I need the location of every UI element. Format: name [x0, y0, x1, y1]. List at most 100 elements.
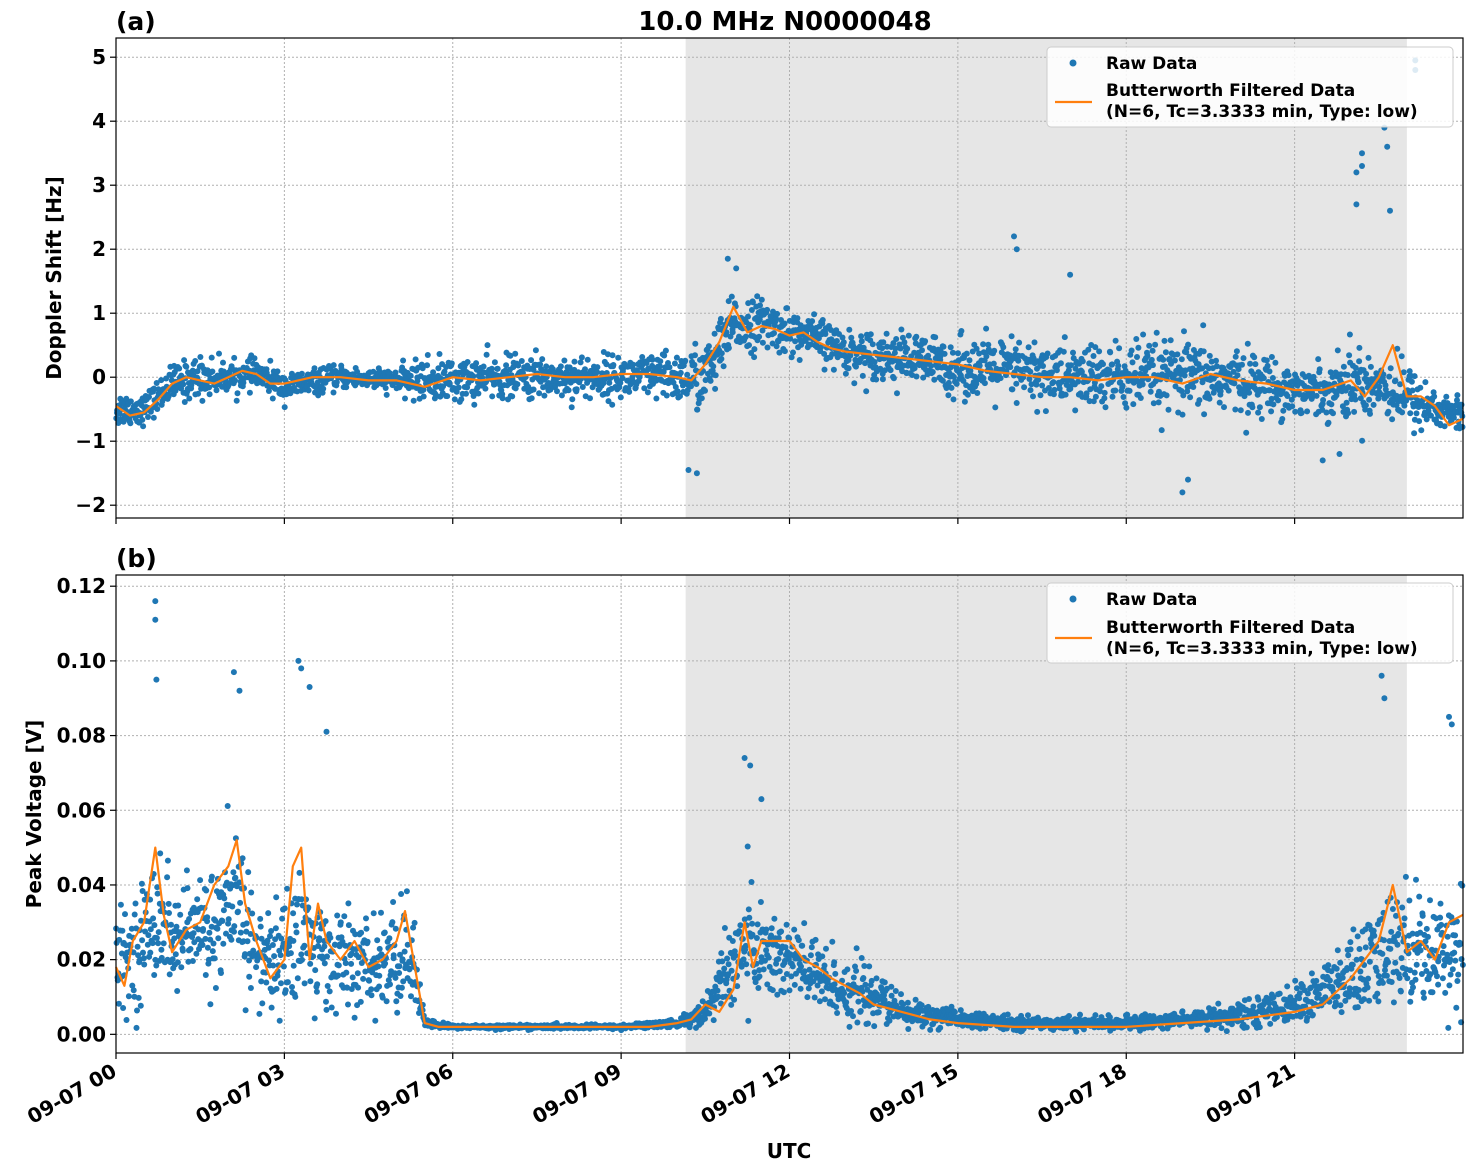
raw-point — [966, 357, 973, 364]
raw-point — [1245, 409, 1251, 416]
raw-point — [120, 1005, 127, 1011]
raw-point — [364, 938, 371, 945]
raw-point — [381, 929, 388, 936]
raw-point — [314, 981, 321, 988]
raw-point — [609, 401, 616, 408]
raw-point — [118, 950, 125, 957]
raw-outlier-point — [733, 265, 740, 272]
raw-point — [887, 367, 894, 374]
raw-point — [1285, 372, 1292, 379]
raw-point — [757, 302, 763, 309]
raw-point — [1147, 388, 1154, 395]
raw-point — [721, 925, 728, 931]
raw-point — [412, 356, 419, 363]
raw-point — [470, 373, 477, 380]
raw-point — [757, 899, 764, 905]
raw-point — [458, 396, 465, 403]
raw-point — [248, 889, 255, 896]
raw-point — [1407, 410, 1414, 417]
raw-point — [171, 935, 178, 942]
raw-point — [333, 1010, 339, 1017]
raw-point — [737, 922, 744, 929]
raw-point — [257, 923, 264, 930]
raw-point — [483, 351, 490, 358]
raw-point — [117, 901, 124, 908]
raw-point — [854, 1019, 861, 1026]
raw-point — [1089, 362, 1096, 369]
raw-point — [154, 890, 161, 897]
raw-point — [272, 925, 279, 932]
raw-point — [253, 964, 260, 971]
raw-point — [234, 390, 241, 397]
raw-point — [811, 994, 818, 1001]
y-axis-title-a: Doppler Shift [Hz] — [42, 176, 66, 380]
raw-point — [543, 363, 550, 370]
raw-point — [351, 1014, 358, 1021]
raw-point — [1166, 356, 1173, 362]
raw-point — [273, 985, 280, 992]
raw-point — [1061, 334, 1068, 341]
raw-point — [1057, 360, 1064, 367]
raw-point — [1352, 364, 1359, 371]
legend-raw-marker-a — [1069, 59, 1077, 67]
raw-point — [1389, 416, 1396, 423]
raw-point — [284, 885, 291, 892]
raw-point — [333, 379, 340, 386]
raw-point — [842, 370, 849, 377]
raw-point — [1413, 410, 1420, 417]
raw-point — [1351, 408, 1358, 415]
raw-point — [748, 307, 755, 313]
raw-point — [904, 999, 911, 1006]
raw-outlier-point — [685, 467, 692, 473]
raw-point — [345, 1001, 351, 1008]
raw-point — [851, 380, 858, 387]
raw-point — [147, 926, 154, 933]
raw-point — [764, 344, 771, 351]
raw-outlier-point — [1353, 169, 1360, 176]
raw-point — [1181, 328, 1187, 335]
raw-point — [788, 354, 795, 361]
raw-point — [225, 916, 232, 923]
raw-point — [337, 919, 344, 926]
raw-point — [951, 1009, 958, 1016]
raw-point — [853, 945, 860, 952]
x-ticks-a — [115, 518, 1296, 524]
panel-b: 0.000.020.040.060.080.100.12 09-07 00 09-… — [22, 544, 1466, 1129]
raw-point — [1012, 346, 1019, 353]
raw-point — [758, 296, 765, 303]
raw-point — [1255, 996, 1262, 1003]
raw-point — [292, 922, 299, 929]
raw-point — [1240, 355, 1247, 362]
raw-point — [400, 357, 407, 364]
raw-point — [1000, 344, 1007, 351]
raw-point — [787, 335, 794, 342]
legend-filtered-label2-a: (N=6, Tc=3.3333 min, Type: low) — [1106, 102, 1418, 122]
raw-point — [1260, 375, 1267, 382]
raw-point — [503, 362, 510, 369]
raw-point — [435, 365, 442, 372]
raw-point — [736, 928, 743, 935]
raw-point — [187, 946, 194, 952]
raw-point — [941, 350, 948, 357]
raw-point — [324, 953, 330, 960]
raw-point — [923, 1019, 930, 1026]
raw-point — [165, 393, 172, 400]
raw-point — [833, 1004, 840, 1010]
raw-point — [710, 1017, 717, 1024]
raw-point — [967, 367, 974, 374]
raw-point — [791, 926, 798, 933]
raw-point — [374, 937, 381, 944]
raw-point — [991, 347, 998, 354]
raw-point — [821, 350, 828, 357]
raw-point — [823, 945, 829, 952]
raw-point — [131, 911, 138, 918]
raw-point — [206, 391, 213, 398]
raw-point — [335, 972, 342, 979]
raw-point — [1315, 356, 1322, 363]
raw-point — [1063, 382, 1070, 388]
raw-point — [289, 984, 295, 990]
raw-point — [392, 925, 399, 932]
raw-point — [554, 388, 560, 395]
raw-point — [912, 996, 919, 1003]
raw-point — [1352, 396, 1359, 403]
